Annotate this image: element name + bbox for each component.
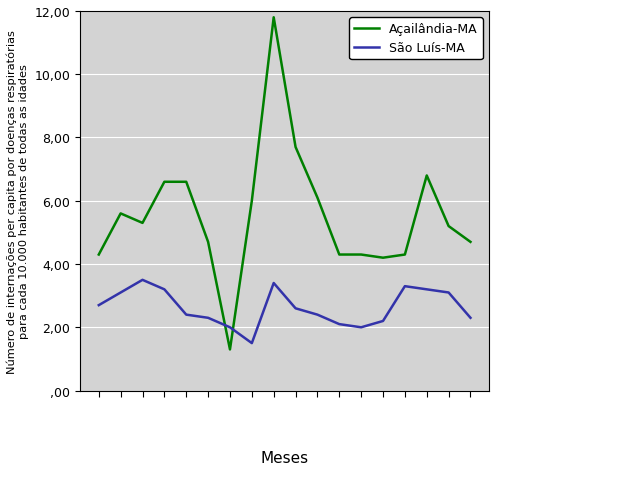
Açailândia-MA <box>139 220 146 226</box>
Açailândia-MA <box>248 198 256 204</box>
Açailândia-MA <box>182 179 190 185</box>
São Luís-MA <box>161 287 168 293</box>
Açailândia-MA <box>401 252 409 258</box>
Y-axis label: Número de internações per capita por doenças respiratórias
para cada 10.000 habi: Número de internações per capita por doe… <box>7 30 29 373</box>
X-axis label: Meses: Meses <box>261 450 308 464</box>
Açailândia-MA <box>445 223 452 229</box>
Açailândia-MA <box>423 173 431 179</box>
São Luís-MA <box>117 290 124 296</box>
Açailândia-MA <box>335 252 343 258</box>
Açailândia-MA <box>161 179 168 185</box>
Açailândia-MA <box>226 347 234 353</box>
Açailândia-MA <box>357 252 365 258</box>
Line: Açailândia-MA: Açailândia-MA <box>99 18 470 350</box>
São Luís-MA <box>445 290 452 296</box>
São Luís-MA <box>314 312 321 318</box>
São Luís-MA <box>270 281 278 287</box>
São Luís-MA <box>226 325 234 331</box>
São Luís-MA <box>248 340 256 346</box>
Açailândia-MA <box>292 145 299 151</box>
Açailândia-MA <box>270 15 278 21</box>
Line: São Luís-MA: São Luís-MA <box>99 280 470 343</box>
São Luís-MA <box>139 277 146 283</box>
São Luís-MA <box>335 322 343 328</box>
São Luís-MA <box>204 315 212 321</box>
Açailândia-MA <box>379 255 387 261</box>
São Luís-MA <box>357 325 365 331</box>
São Luís-MA <box>379 318 387 324</box>
São Luís-MA <box>95 303 103 309</box>
Açailândia-MA <box>466 239 474 245</box>
São Luís-MA <box>292 306 299 312</box>
Legend: Açailândia-MA, São Luís-MA: Açailândia-MA, São Luís-MA <box>349 18 483 60</box>
Açailândia-MA <box>117 211 124 217</box>
Açailândia-MA <box>95 252 103 258</box>
São Luís-MA <box>401 284 409 290</box>
São Luís-MA <box>182 312 190 318</box>
São Luís-MA <box>423 287 431 293</box>
São Luís-MA <box>466 315 474 321</box>
Açailândia-MA <box>204 239 212 245</box>
Açailândia-MA <box>314 195 321 201</box>
